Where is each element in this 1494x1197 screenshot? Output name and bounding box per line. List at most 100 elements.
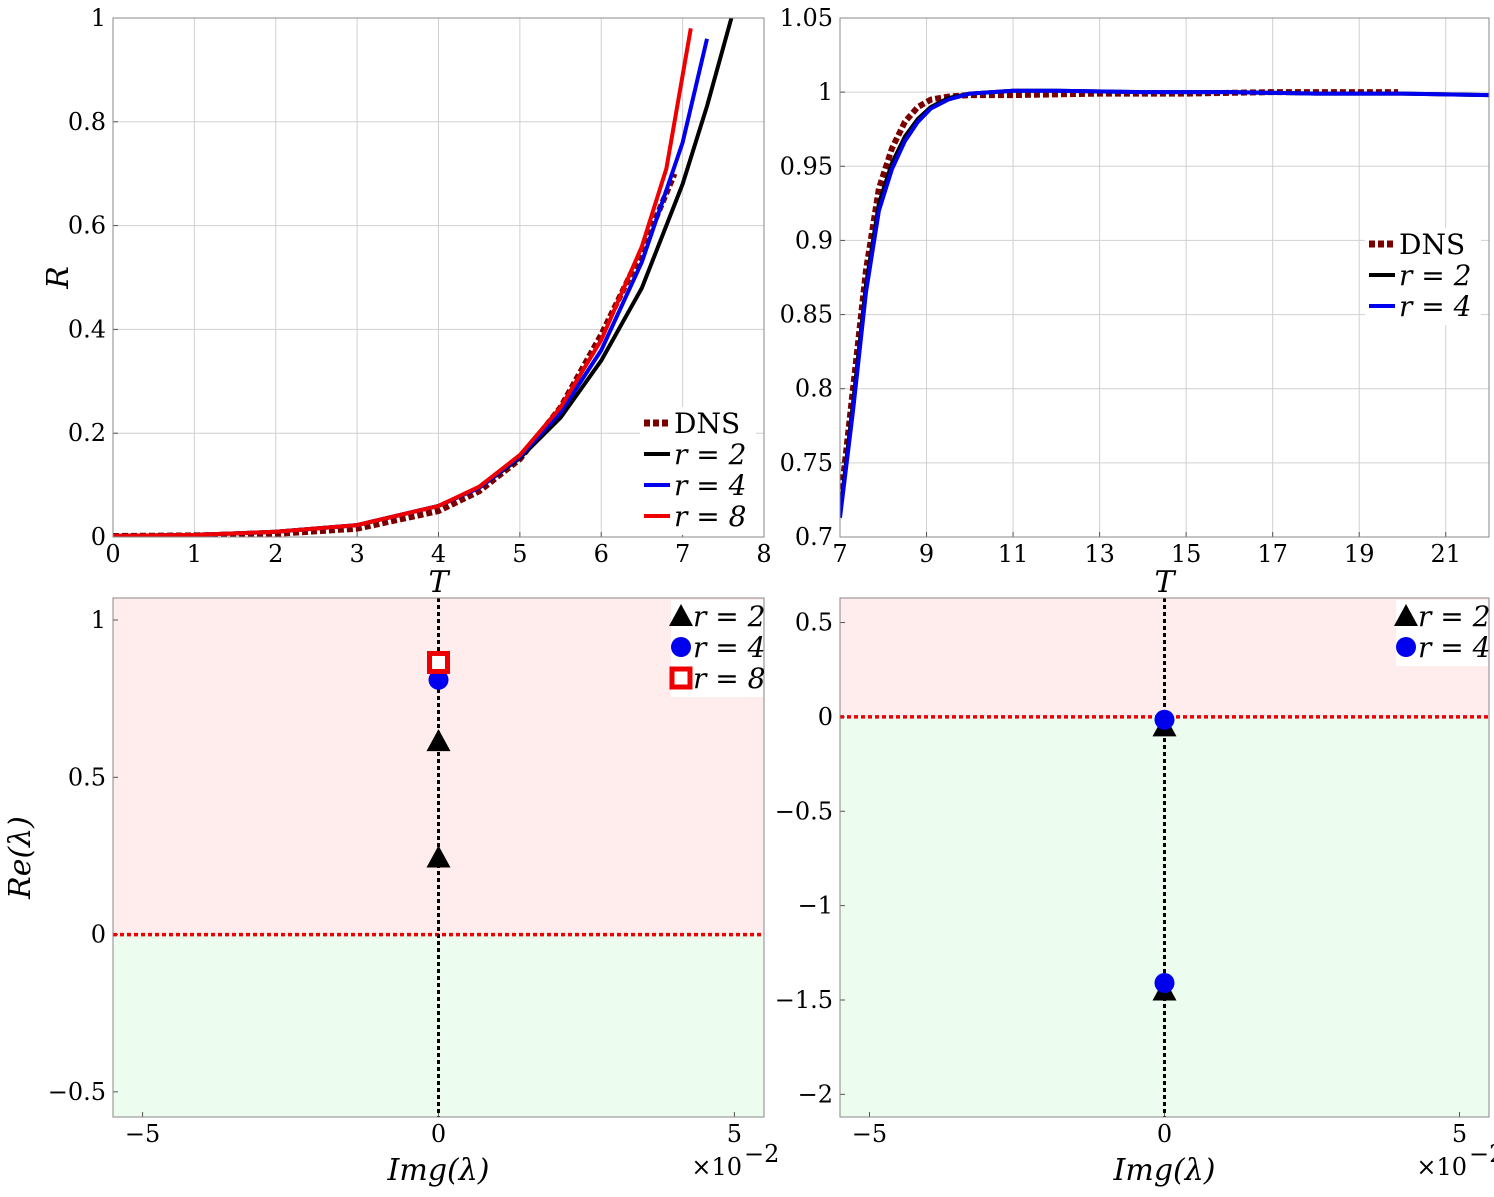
plot-frame <box>839 597 1490 1118</box>
x-axis-label: Img(λ) <box>1113 1153 1216 1188</box>
series-line-r4 <box>113 38 709 537</box>
x-tick-label: 0 <box>105 540 120 568</box>
chart-panel-2: 7 9 11 13 15 17 19 21 0.7 0.75 0.8 0.85 0.9 0.95 1 1.05… <box>780 4 1490 600</box>
x-axis-multiplier: ×10 <box>1416 1153 1467 1181</box>
y-axis-label: Re(λ) <box>3 816 38 900</box>
data-point-r4 <box>1154 709 1175 730</box>
x-tick-label: 1 <box>187 540 202 568</box>
series-line-r4 <box>840 88 1489 518</box>
x-tick-label: 3 <box>349 540 364 568</box>
legend-label: r = 4 <box>693 631 765 664</box>
plot-frame <box>112 17 765 538</box>
chart-panel-3: −5 0 5 −0.5 0 0.5 1 ×10 −2 Img(λ) Re(λ) r = 2r = 4r… <box>3 597 779 1188</box>
x-tick-label: 13 <box>1084 540 1115 568</box>
x-tick-label: 19 <box>1344 540 1375 568</box>
y-tick-label: −0.5 <box>775 797 833 825</box>
data-point-r2 <box>426 845 451 868</box>
y-tick-label: 1 <box>818 78 833 106</box>
y-tick-label: 1 <box>91 4 106 32</box>
x-tick-label: 6 <box>594 540 609 568</box>
plot-area <box>840 88 1489 518</box>
x-tick-label: 7 <box>832 540 847 568</box>
plot-area <box>113 598 764 1117</box>
x-tick-label: −5 <box>125 1120 160 1148</box>
series-line-r8 <box>113 28 693 537</box>
y-tick-label: 0.9 <box>795 226 833 254</box>
x-axis-multiplier-exponent: −2 <box>744 1140 779 1168</box>
y-tick-label: 0.8 <box>68 108 106 136</box>
x-axis-multiplier-exponent: −2 <box>1469 1140 1494 1168</box>
legend-label: r = 8 <box>674 500 746 533</box>
x-tick-label: 0 <box>1157 1120 1172 1148</box>
y-tick-label: 0.7 <box>795 523 833 551</box>
y-tick-label: 0.6 <box>68 212 106 240</box>
plot-area <box>840 598 1489 1117</box>
plot-area <box>113 18 734 537</box>
x-axis-multiplier: ×10 <box>691 1153 742 1181</box>
legend-marker <box>671 637 691 657</box>
y-tick-label: 0.85 <box>780 301 833 329</box>
x-axis-label: T <box>1154 565 1176 600</box>
y-tick-label: 0.5 <box>68 763 106 791</box>
x-tick-label: 9 <box>919 540 934 568</box>
data-point-r8 <box>427 650 450 674</box>
y-tick-label: 0.2 <box>68 419 106 447</box>
legend-label: r = 8 <box>693 662 765 695</box>
y-tick-label: 0 <box>818 703 833 731</box>
y-tick-label: 0 <box>91 523 106 551</box>
legend-marker <box>669 666 693 690</box>
legend-marker <box>1396 637 1416 657</box>
x-tick-label: 11 <box>998 540 1029 568</box>
data-point-r2 <box>426 729 451 752</box>
x-tick-label: 7 <box>675 540 690 568</box>
x-tick-label: 5 <box>727 1120 742 1148</box>
legend-label: r = 2 <box>674 438 746 471</box>
legend: r = 2r = 4 <box>1394 600 1490 666</box>
legend-label: r = 4 <box>674 469 746 502</box>
y-tick-label: 0.8 <box>795 375 833 403</box>
legend-marker <box>669 604 693 626</box>
x-tick-label: 8 <box>756 540 771 568</box>
y-tick-label: 0.5 <box>795 609 833 637</box>
data-point-r4 <box>428 669 449 690</box>
x-tick-label: 5 <box>1452 1120 1467 1148</box>
legend: r = 2r = 4r = 8 <box>669 600 765 697</box>
x-tick-label: 2 <box>268 540 283 568</box>
legend-label: DNS <box>674 407 740 440</box>
y-tick-label: −1 <box>798 892 833 920</box>
y-tick-label: 0.75 <box>780 449 833 477</box>
plot-frame <box>112 597 765 1118</box>
legend-label: DNS <box>1399 228 1465 261</box>
x-axis-label: Img(λ) <box>387 1153 490 1188</box>
legend-label: r = 2 <box>1399 259 1471 292</box>
x-tick-label: 5 <box>512 540 527 568</box>
x-tick-label: 15 <box>1171 540 1202 568</box>
series-line-r2 <box>113 18 734 537</box>
legend-label: r = 2 <box>1418 600 1490 633</box>
legend-box <box>640 407 756 535</box>
x-tick-label: −5 <box>852 1120 887 1148</box>
y-tick-label: −1.5 <box>775 986 833 1014</box>
legend-label: r = 2 <box>693 600 765 633</box>
y-axis-label: R <box>41 266 76 290</box>
x-tick-label: 17 <box>1257 540 1288 568</box>
y-tick-label: −0.5 <box>48 1078 106 1106</box>
series-line-DNS <box>840 89 1399 508</box>
y-tick-label: 1 <box>91 606 106 634</box>
legend-label: r = 4 <box>1418 631 1490 664</box>
y-tick-label: −2 <box>798 1080 833 1108</box>
x-axis-label: T <box>428 565 450 600</box>
x-tick-label: 0 <box>431 1120 446 1148</box>
y-tick-label: 0 <box>91 921 106 949</box>
x-tick-label: 4 <box>431 540 446 568</box>
legend-marker <box>1394 604 1418 626</box>
plot-frame <box>839 17 1490 538</box>
data-point-r4 <box>1154 973 1175 994</box>
x-tick-label: 21 <box>1430 540 1461 568</box>
legend-label: r = 4 <box>1399 290 1471 323</box>
y-tick-label: 1.05 <box>780 4 833 32</box>
